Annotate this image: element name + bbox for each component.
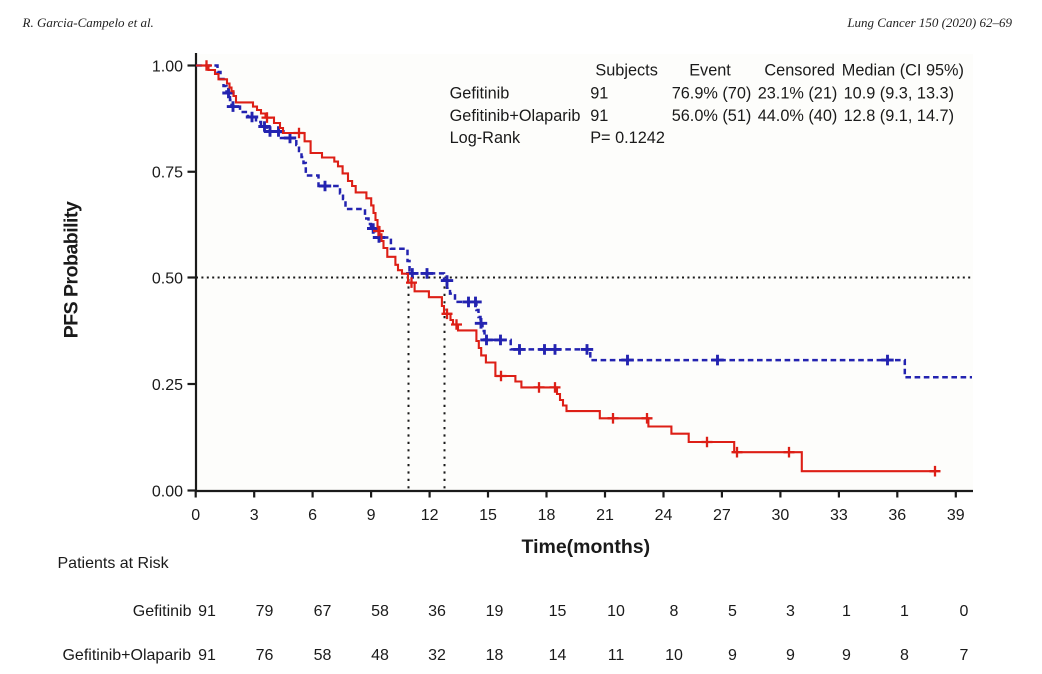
svg-text:12.8 (9.1, 14.7): 12.8 (9.1, 14.7): [844, 107, 954, 125]
svg-text:0.50: 0.50: [152, 270, 183, 287]
svg-text:6: 6: [308, 507, 317, 524]
svg-text:58: 58: [371, 603, 389, 620]
svg-text:76: 76: [256, 647, 274, 664]
svg-text:0.25: 0.25: [152, 377, 183, 394]
svg-text:R. Garcia-Campelo et al.: R. Garcia-Campelo et al.: [22, 15, 154, 30]
svg-text:Gefitinib+Olaparib: Gefitinib+Olaparib: [450, 107, 581, 125]
svg-text:Patients at Risk: Patients at Risk: [58, 555, 170, 572]
svg-text:32: 32: [428, 647, 446, 664]
svg-text:Event: Event: [689, 62, 731, 80]
svg-text:12: 12: [421, 507, 439, 524]
svg-text:1: 1: [842, 603, 851, 620]
svg-text:0: 0: [960, 603, 969, 620]
svg-text:0.00: 0.00: [152, 483, 183, 500]
svg-text:23.1% (21): 23.1% (21): [758, 85, 838, 103]
svg-text:24: 24: [655, 507, 673, 524]
svg-text:27: 27: [713, 507, 731, 524]
svg-text:Lung Cancer 150 (2020) 62–69: Lung Cancer 150 (2020) 62–69: [846, 15, 1012, 30]
svg-text:P= 0.1242: P= 0.1242: [590, 129, 665, 147]
svg-text:36: 36: [428, 603, 446, 620]
svg-text:44.0% (40): 44.0% (40): [758, 107, 838, 125]
svg-text:10: 10: [665, 647, 683, 664]
svg-text:7: 7: [960, 647, 969, 664]
svg-text:8: 8: [900, 647, 909, 664]
svg-text:Gefitinib+Olaparib: Gefitinib+Olaparib: [62, 647, 191, 664]
svg-text:67: 67: [314, 603, 332, 620]
svg-text:9: 9: [367, 507, 376, 524]
svg-text:10: 10: [607, 603, 625, 620]
svg-text:5: 5: [728, 603, 737, 620]
svg-text:15: 15: [549, 603, 567, 620]
svg-text:56.0% (51): 56.0% (51): [672, 107, 752, 125]
svg-text:58: 58: [314, 647, 332, 664]
svg-text:91: 91: [590, 85, 608, 103]
svg-text:48: 48: [371, 647, 389, 664]
svg-text:14: 14: [549, 647, 567, 664]
svg-text:9: 9: [786, 647, 795, 664]
svg-text:Censored: Censored: [764, 62, 835, 80]
svg-text:3: 3: [786, 603, 795, 620]
svg-text:19: 19: [486, 603, 504, 620]
svg-text:15: 15: [479, 507, 497, 524]
svg-text:9: 9: [728, 647, 737, 664]
svg-text:36: 36: [888, 507, 906, 524]
svg-text:91: 91: [590, 107, 608, 125]
svg-text:91: 91: [198, 603, 216, 620]
svg-text:9: 9: [842, 647, 851, 664]
svg-text:79: 79: [256, 603, 274, 620]
svg-text:33: 33: [830, 507, 848, 524]
svg-text:39: 39: [947, 507, 965, 524]
svg-text:91: 91: [198, 647, 216, 664]
svg-text:10.9 (9.3, 13.3): 10.9 (9.3, 13.3): [844, 85, 954, 103]
svg-text:21: 21: [596, 507, 614, 524]
svg-text:30: 30: [772, 507, 790, 524]
svg-text:Median (CI 95%): Median (CI 95%): [842, 62, 964, 80]
svg-text:3: 3: [250, 507, 259, 524]
svg-text:Gefitinib: Gefitinib: [133, 603, 192, 620]
svg-text:76.9% (70): 76.9% (70): [672, 85, 752, 103]
svg-text:18: 18: [486, 647, 504, 664]
svg-text:1.00: 1.00: [152, 58, 183, 75]
svg-text:0.75: 0.75: [152, 165, 183, 182]
svg-text:0: 0: [191, 507, 200, 524]
svg-text:Gefitinib: Gefitinib: [450, 85, 510, 103]
svg-text:11: 11: [608, 647, 625, 664]
svg-text:Subjects: Subjects: [595, 62, 657, 80]
svg-text:Time(months): Time(months): [522, 536, 651, 558]
svg-text:1: 1: [900, 603, 909, 620]
svg-text:Log-Rank: Log-Rank: [450, 129, 521, 147]
svg-text:18: 18: [538, 507, 556, 524]
svg-text:8: 8: [670, 603, 679, 620]
svg-text:PFS Probability: PFS Probability: [61, 201, 83, 338]
